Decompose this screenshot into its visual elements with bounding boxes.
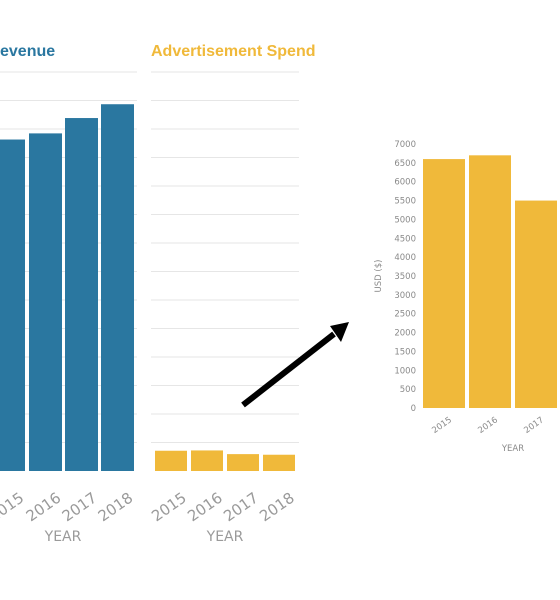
zoom-y-tick-label: 4500 bbox=[394, 234, 416, 244]
arrow-shaft bbox=[241, 331, 336, 408]
zoom-y-tick-label: 3500 bbox=[394, 272, 416, 282]
zoom-x-tick-label: 2016 bbox=[476, 415, 499, 436]
ad-spend-bar bbox=[227, 454, 259, 471]
zoom-bar bbox=[423, 159, 465, 408]
ad-spend-bar bbox=[191, 450, 223, 471]
ad-spend-x-tick-label: 2017 bbox=[220, 489, 262, 526]
ad-spend-bar bbox=[155, 450, 187, 471]
zoom-y-tick-label: 1000 bbox=[394, 366, 416, 376]
ad-spend-bars bbox=[155, 450, 295, 471]
revenue-bar bbox=[29, 133, 62, 471]
revenue-x-tick-label: 2017 bbox=[59, 489, 101, 526]
revenue-chart-title: evenue bbox=[0, 43, 55, 60]
zoom-x-axis-label: YEAR bbox=[501, 444, 524, 454]
revenue-x-axis-label: YEAR bbox=[44, 529, 82, 545]
zoom-y-tick-label: 0 bbox=[411, 404, 416, 414]
zoom-y-tick-label: 6000 bbox=[394, 178, 416, 188]
ad-spend-bar bbox=[263, 454, 295, 471]
zoom-y-tick-label: 3000 bbox=[394, 291, 416, 301]
zoom-y-tick-label: 500 bbox=[400, 385, 416, 395]
ad-spend-gridlines bbox=[151, 71, 299, 443]
zoom-x-ticks: 2015 2016 2017 bbox=[430, 415, 545, 436]
revenue-x-tick-label: 2018 bbox=[95, 489, 137, 526]
zoom-bars bbox=[423, 155, 557, 408]
ad-spend-x-axis-label: YEAR bbox=[206, 529, 244, 545]
zoom-y-tick-label: 4000 bbox=[394, 253, 416, 263]
ad-spend-x-tick-label: 2016 bbox=[184, 489, 226, 526]
zoom-y-tick-label: 5000 bbox=[394, 215, 416, 225]
revenue-bars bbox=[0, 104, 134, 472]
revenue-x-tick-label: 2015 bbox=[0, 489, 27, 526]
ad-spend-x-tick-label: 2018 bbox=[256, 489, 298, 526]
ad-spend-chart-title: Advertisement Spend bbox=[151, 43, 315, 60]
revenue-bar bbox=[101, 104, 134, 471]
zoom-y-tick-label: 5500 bbox=[394, 197, 416, 207]
zoom-bar bbox=[515, 200, 557, 408]
zoom-y-tick-label: 7000 bbox=[394, 140, 416, 150]
revenue-bar bbox=[0, 139, 25, 471]
zoom-y-tick-label: 2500 bbox=[394, 310, 416, 320]
ad-spend-x-tick-label: 2015 bbox=[148, 489, 190, 526]
zoom-x-tick-label: 2015 bbox=[430, 415, 453, 436]
revenue-x-tick-label: 2016 bbox=[23, 489, 65, 526]
zoom-x-tick-label: 2017 bbox=[522, 415, 545, 436]
zoom-y-tick-label: 2000 bbox=[394, 329, 416, 339]
zoom-arrow bbox=[241, 322, 349, 408]
zoom-y-tick-label: 1500 bbox=[394, 347, 416, 357]
zoom-bar bbox=[469, 155, 511, 408]
arrow-head bbox=[330, 322, 349, 342]
zoom-y-tick-label: 6500 bbox=[394, 159, 416, 169]
revenue-bar bbox=[65, 118, 98, 472]
zoom-y-ticks: 0 500 1000 1500 2000 2500 3000 3500 4000 4500 5000… bbox=[394, 140, 416, 414]
zoomed-ad-spend-chart: 0 500 1000 1500 2000 2500 3000 3500 4000 4500 5000… bbox=[374, 140, 557, 454]
zoom-y-axis-label: USD ($) bbox=[374, 260, 384, 293]
